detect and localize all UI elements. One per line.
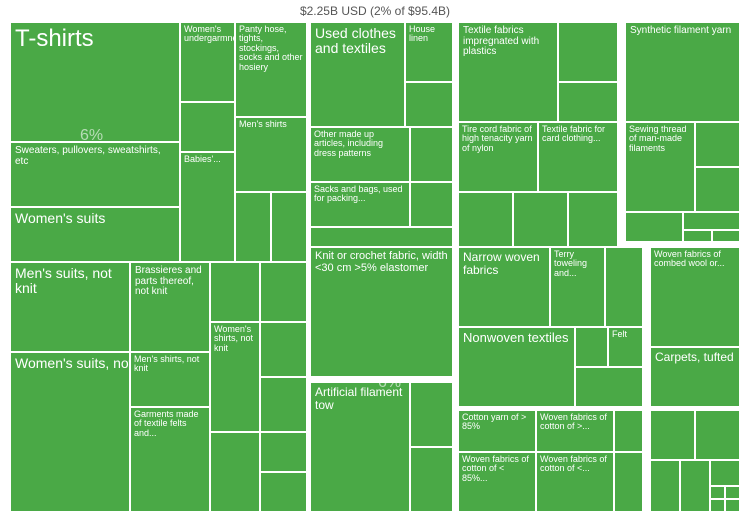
treemap-cell[interactable] [513,192,568,247]
treemap-chart: T-shirtsSweaters, pullovers, sweatshirts… [10,22,740,512]
treemap-cell[interactable]: Men's shirts, not knit [130,352,210,407]
treemap-cell[interactable] [625,212,683,242]
treemap-cell[interactable] [710,460,740,486]
treemap-cell[interactable] [558,82,618,122]
treemap-cell[interactable] [725,499,740,512]
treemap-cell[interactable]: Artificial filament tow [310,382,410,512]
treemap-cell[interactable]: Other made up articles, including dress … [310,127,410,182]
treemap-cell[interactable] [614,452,643,512]
treemap-cell[interactable] [695,122,740,167]
treemap-cell[interactable] [271,192,307,262]
treemap-cell[interactable]: Women's suits [10,207,180,262]
treemap-cell[interactable]: T-shirts [10,22,180,142]
treemap-cell[interactable] [695,410,740,460]
treemap-cell[interactable] [575,327,608,367]
treemap-cell[interactable]: Textile fabrics impregnated with plastic… [458,22,558,122]
treemap-cell[interactable] [260,432,307,472]
treemap-cell[interactable] [710,486,725,499]
treemap-cell[interactable] [575,367,643,407]
treemap-cell[interactable]: Sacks and bags, used for packing... [310,182,410,227]
treemap-cell[interactable] [712,230,740,242]
treemap-cell[interactable]: Men's shirts [235,117,307,192]
treemap-cell[interactable]: Narrow woven fabrics [458,247,550,327]
treemap-cell[interactable] [410,182,453,227]
treemap-cell[interactable]: Carpets, tufted [650,347,740,407]
treemap-cell[interactable] [683,230,712,242]
treemap-cell[interactable]: Felt [608,327,643,367]
treemap-cell[interactable]: Woven fabrics of cotton of <... [536,452,614,512]
treemap-cell[interactable] [568,192,618,247]
treemap-cell[interactable] [614,410,643,452]
treemap-cell[interactable]: Women's suits, not kni [10,352,130,512]
treemap-cell[interactable] [695,167,740,212]
treemap-cell[interactable]: Garments made of textile felts and... [130,407,210,512]
treemap-cell[interactable]: Babies'... [180,152,235,262]
treemap-cell[interactable]: Used clothes and textiles [310,22,405,127]
treemap-cell[interactable] [260,472,307,512]
treemap-cell[interactable]: Tire cord fabric of high tenacity yarn o… [458,122,538,192]
treemap-cell[interactable] [260,377,307,432]
treemap-cell[interactable]: Sewing thread of man-made filaments [625,122,695,212]
treemap-cell[interactable] [210,262,260,322]
treemap-cell[interactable]: Panty hose, tights, stockings, socks and… [235,22,307,117]
treemap-cell[interactable]: House linen [405,22,453,82]
treemap-cell[interactable]: Brassieres and parts thereof, not knit [130,262,210,352]
treemap-cell[interactable] [558,22,618,82]
treemap-cell[interactable] [458,192,513,247]
treemap-cell[interactable] [650,460,680,512]
treemap-cell[interactable]: Knit or crochet fabric, width <30 cm >5%… [310,247,453,377]
treemap-cell[interactable]: Women's undergarmnets [180,22,235,102]
treemap-cell[interactable] [650,410,695,460]
treemap-cell[interactable] [180,102,235,152]
pct-overlay: 6% [378,374,401,392]
treemap-cell[interactable] [260,322,307,377]
treemap-cell[interactable]: Terry toweling and... [550,247,605,327]
treemap-cell[interactable] [405,82,453,127]
treemap-cell[interactable]: Synthetic filament yarn [625,22,740,122]
treemap-cell[interactable] [710,499,725,512]
treemap-cell[interactable] [605,247,643,327]
treemap-cell[interactable] [410,447,453,512]
treemap-cell[interactable] [260,262,307,322]
treemap-cell[interactable] [210,432,260,512]
treemap-cell[interactable] [410,127,453,182]
treemap-cell[interactable] [725,486,740,499]
treemap-cell[interactable]: Men's suits, not knit [10,262,130,352]
treemap-cell[interactable]: Woven fabrics of combed wool or... [650,247,740,347]
treemap-cell[interactable]: Nonwoven textiles [458,327,575,407]
treemap-cell[interactable]: Textile fabric for card clothing... [538,122,618,192]
treemap-cell[interactable] [410,382,453,447]
chart-title: $2.25B USD (2% of $95.4B) [0,0,750,22]
treemap-cell[interactable] [683,212,740,230]
treemap-cell[interactable]: Woven fabrics of cotton of < 85%... [458,452,536,512]
treemap-cell[interactable]: Cotton yarn of > 85% [458,410,536,452]
treemap-cell[interactable] [235,192,271,262]
treemap-cell[interactable] [310,227,453,247]
treemap-cell[interactable]: Women's shirts, not knit [210,322,260,432]
treemap-cell[interactable]: Woven fabrics of cotton of >... [536,410,614,452]
treemap-cell[interactable] [680,460,710,512]
treemap-cell[interactable]: Sweaters, pullovers, sweatshirts, etc [10,142,180,207]
pct-overlay: 6% [80,127,103,145]
